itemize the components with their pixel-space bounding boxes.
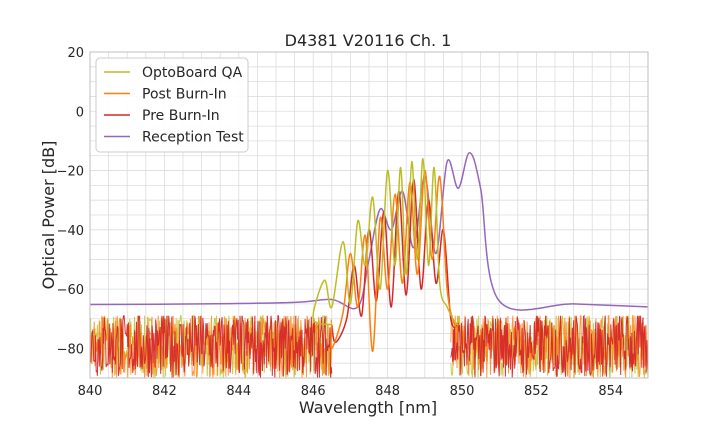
y-axis-label: Optical Power [dB] xyxy=(39,141,58,290)
legend: OptoBoard QA Post Burn-In Pre Burn-In Recep… xyxy=(95,57,249,153)
x-tick-label: 846 xyxy=(301,384,326,399)
y-tick-label: 0 xyxy=(76,105,84,120)
noise-floor xyxy=(89,314,649,379)
x-tick-label: 844 xyxy=(226,384,251,399)
x-tick-label: 840 xyxy=(78,384,103,399)
chart-title: D4381 V20116 Ch. 1 xyxy=(285,31,452,50)
x-tick-labels: 840 842 844 846 848 850 852 854 xyxy=(78,384,624,399)
x-axis-label: Wavelength [nm] xyxy=(299,398,437,417)
y-tick-label: 20 xyxy=(67,46,84,61)
x-tick-label: 850 xyxy=(450,384,475,399)
y-tick-label: −20 xyxy=(57,165,84,180)
series-line xyxy=(330,169,460,353)
noise-trace xyxy=(89,314,649,379)
y-tick-labels: −80 −60 −40 −20 0 20 xyxy=(57,46,84,357)
y-tick-label: −40 xyxy=(57,224,84,239)
x-tick-label: 842 xyxy=(152,384,177,399)
legend-label: Reception Test xyxy=(142,130,244,146)
series-lines xyxy=(89,152,649,353)
x-tick-label: 854 xyxy=(598,384,623,399)
plot-area-frame xyxy=(89,51,649,379)
y-tick-label: −60 xyxy=(57,283,84,298)
legend-label: Post Burn-In xyxy=(142,87,227,103)
x-tick-label: 852 xyxy=(524,384,549,399)
series-line xyxy=(312,157,459,326)
legend-label: Pre Burn-In xyxy=(142,108,220,124)
legend-label: OptoBoard QA xyxy=(142,65,243,81)
x-tick-label: 848 xyxy=(375,384,400,399)
y-tick-label: −80 xyxy=(57,342,84,357)
legend-box xyxy=(95,57,249,153)
